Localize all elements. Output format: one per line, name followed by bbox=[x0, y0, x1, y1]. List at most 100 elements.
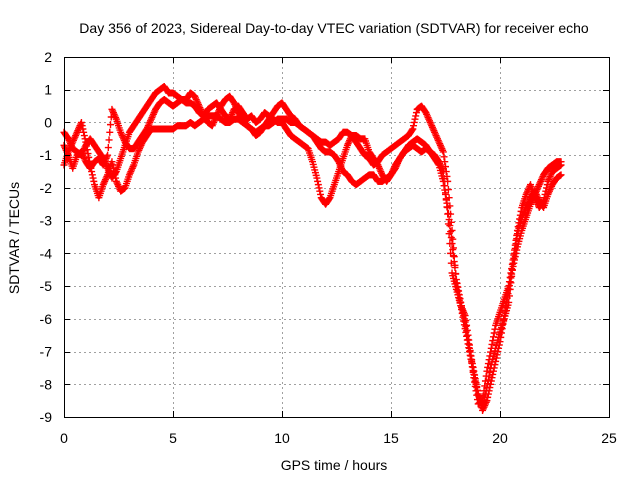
data-point-fill bbox=[495, 341, 503, 349]
data-point-fill bbox=[88, 171, 96, 179]
data-point-fill bbox=[447, 210, 455, 218]
data-point-fill bbox=[79, 125, 87, 133]
data-point-fill bbox=[80, 128, 88, 136]
data-point-fill bbox=[492, 354, 500, 362]
data-point-fill bbox=[471, 374, 479, 382]
data-point-fill bbox=[434, 160, 442, 168]
data-point bbox=[509, 262, 517, 270]
data-point-fill bbox=[473, 384, 481, 392]
data-point bbox=[457, 302, 465, 310]
data-point bbox=[487, 377, 495, 385]
plot-frame bbox=[64, 57, 610, 418]
data-point bbox=[439, 148, 447, 156]
data-point-fill bbox=[463, 336, 471, 344]
data-point bbox=[77, 118, 85, 126]
data-point-fill bbox=[107, 121, 115, 129]
data-point bbox=[505, 285, 513, 293]
data-point bbox=[483, 397, 491, 405]
x-tick-label: 25 bbox=[601, 430, 617, 446]
data-point-fill bbox=[511, 253, 519, 261]
data-point-fill bbox=[315, 184, 323, 192]
data-point-fill bbox=[490, 329, 498, 337]
y-axis-label: SDTVAR / TECUs bbox=[6, 182, 22, 294]
data-point-fill bbox=[473, 387, 481, 395]
data-point-fill bbox=[325, 195, 333, 203]
data-point-fill bbox=[454, 286, 462, 294]
data-point-fill bbox=[512, 249, 520, 257]
x-tick-label: 0 bbox=[60, 430, 68, 446]
data-point-fill bbox=[484, 393, 492, 401]
data-point bbox=[496, 338, 504, 346]
data-point-fill bbox=[449, 252, 457, 260]
data-point bbox=[448, 226, 456, 234]
data-point-fill bbox=[105, 136, 113, 144]
data-point-fill bbox=[445, 194, 453, 202]
data-point-fill bbox=[442, 168, 450, 176]
data-point-fill bbox=[506, 278, 514, 286]
data-point bbox=[409, 125, 417, 133]
data-point-fill bbox=[472, 380, 480, 388]
data-point-fill bbox=[511, 256, 519, 264]
data-point bbox=[444, 177, 452, 185]
data-point-fill bbox=[507, 274, 515, 282]
data-point-fill bbox=[463, 332, 471, 340]
data-point bbox=[500, 312, 508, 320]
y-tick-label: -7 bbox=[40, 344, 53, 360]
data-point-fill bbox=[411, 115, 419, 123]
chart-title: Day 356 of 2023, Sidereal Day-to-day VTE… bbox=[79, 20, 589, 36]
data-point-fill bbox=[317, 190, 325, 198]
data-point-fill bbox=[498, 325, 506, 333]
data-point bbox=[452, 279, 460, 287]
data-point-fill bbox=[469, 367, 477, 375]
data-point-fill bbox=[510, 259, 518, 267]
data-point-fill bbox=[497, 333, 505, 341]
data-point-fill bbox=[502, 303, 510, 311]
y-tick-label: -8 bbox=[40, 376, 53, 392]
data-point-fill bbox=[106, 128, 114, 136]
data-point-fill bbox=[455, 290, 463, 298]
data-point-fill bbox=[447, 228, 455, 236]
data-point-fill bbox=[441, 158, 449, 166]
data-point-fill bbox=[491, 361, 499, 369]
data-point bbox=[470, 370, 478, 378]
x-tick-label: 15 bbox=[383, 430, 399, 446]
data-point bbox=[461, 325, 469, 333]
data-point-fill bbox=[455, 294, 463, 302]
data-point-fill bbox=[460, 321, 468, 329]
data-point bbox=[313, 174, 321, 182]
data-point bbox=[492, 357, 500, 365]
data-point-fill bbox=[456, 298, 464, 306]
data-point-fill bbox=[446, 222, 454, 230]
data-point-fill bbox=[468, 363, 476, 371]
data-point-fill bbox=[90, 177, 98, 185]
data-point-fill bbox=[457, 306, 465, 314]
data-point-fill bbox=[442, 190, 449, 198]
data-point-fill bbox=[487, 348, 495, 356]
data-point-fill bbox=[508, 266, 516, 274]
data-point bbox=[465, 348, 473, 356]
data-point bbox=[448, 240, 456, 248]
data-point-fill bbox=[444, 186, 452, 194]
data-point-fill bbox=[89, 174, 97, 182]
data-point-fill bbox=[465, 344, 473, 352]
data-point-fill bbox=[486, 384, 494, 392]
x-tick-label: 10 bbox=[274, 430, 290, 446]
data-point-fill bbox=[493, 351, 501, 359]
data-series bbox=[60, 112, 565, 408]
data-point-fill bbox=[489, 367, 497, 375]
data-point-fill bbox=[316, 187, 324, 195]
data-point-fill bbox=[449, 235, 457, 243]
data-point-fill bbox=[503, 294, 511, 302]
data-point-fill bbox=[513, 246, 521, 254]
grid-lines bbox=[64, 57, 609, 417]
data-point-fill bbox=[495, 344, 503, 352]
data-point-fill bbox=[499, 320, 507, 328]
data-point-fill bbox=[508, 270, 516, 278]
data-point-fill bbox=[488, 340, 496, 348]
data-point-fill bbox=[410, 122, 418, 130]
data-point-fill bbox=[447, 218, 455, 226]
data-point-fill bbox=[451, 261, 459, 269]
data-point-fill bbox=[112, 169, 120, 177]
